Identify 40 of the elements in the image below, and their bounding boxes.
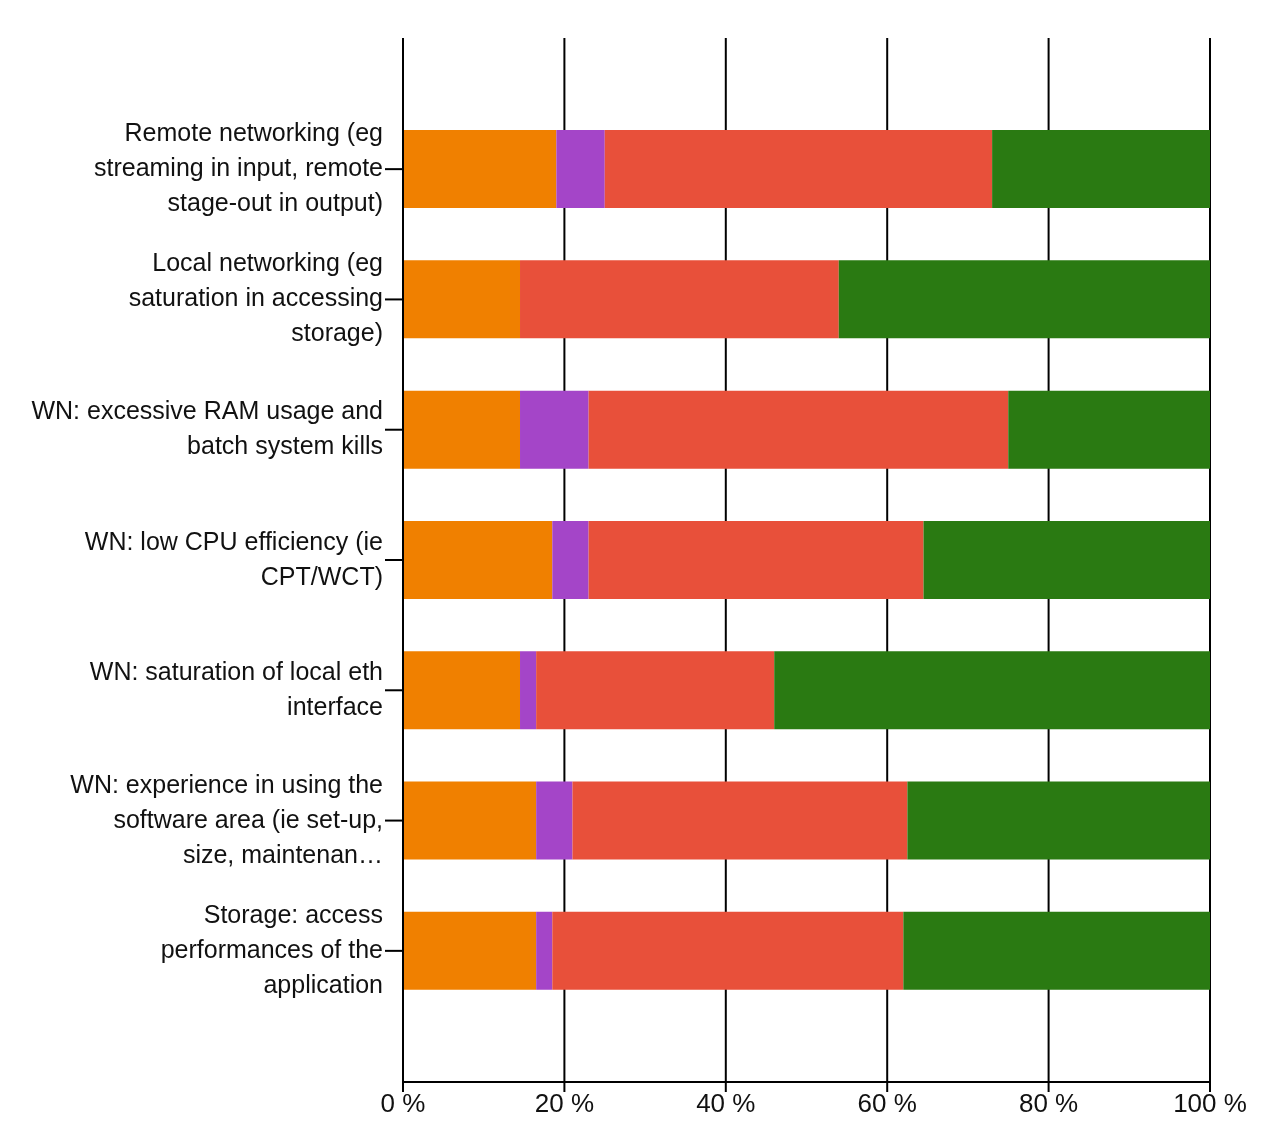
y-tick-label: WN: experience in using the software area (ie set-up, size, maintenan… bbox=[70, 769, 383, 868]
bar bbox=[588, 390, 1009, 469]
bar bbox=[403, 781, 537, 860]
bar bbox=[403, 130, 557, 209]
x-tick-label: 80 % bbox=[1018, 1088, 1079, 1119]
bar bbox=[588, 520, 924, 599]
bar bbox=[552, 911, 904, 990]
bar bbox=[536, 781, 573, 860]
x-tick-label: 100 % bbox=[1173, 1088, 1247, 1119]
x-tick-label: 60 % bbox=[857, 1088, 917, 1119]
bar bbox=[403, 911, 537, 990]
bar bbox=[556, 130, 605, 209]
bar bbox=[536, 651, 775, 730]
bar bbox=[520, 390, 589, 469]
y-tick-label: WN: low CPU efficiency (ie CPT/WCT) bbox=[84, 526, 383, 590]
y-tick-label: Remote networking (eg streaming in input, remote stage-out in output) bbox=[93, 117, 383, 216]
bar bbox=[520, 260, 839, 339]
bar bbox=[536, 911, 553, 990]
bar bbox=[774, 651, 1210, 730]
bar bbox=[552, 520, 589, 599]
x-tick-label: 0 % bbox=[380, 1088, 426, 1119]
bar bbox=[403, 520, 553, 599]
y-tick-label: WN: saturation of local eth interface bbox=[89, 656, 383, 720]
bar bbox=[403, 390, 521, 469]
bar bbox=[604, 130, 993, 209]
y-tick-label: Storage: access performances of the application bbox=[160, 899, 383, 998]
bar bbox=[838, 260, 1210, 339]
y-tick-label: Local networking (eg saturation in accessing storage) bbox=[128, 248, 383, 347]
bar bbox=[907, 781, 1210, 860]
x-tick-label: 40 % bbox=[696, 1088, 756, 1119]
bar bbox=[520, 651, 537, 730]
bar bbox=[403, 260, 521, 339]
y-tick-label: WN: excessive RAM usage and batch system kills bbox=[31, 395, 383, 459]
bar bbox=[992, 130, 1210, 209]
bar bbox=[923, 520, 1210, 599]
bar bbox=[403, 651, 521, 730]
bar bbox=[903, 911, 1210, 990]
x-tick-label: 20 % bbox=[534, 1088, 595, 1119]
bar bbox=[1008, 390, 1210, 469]
bar bbox=[572, 781, 908, 860]
